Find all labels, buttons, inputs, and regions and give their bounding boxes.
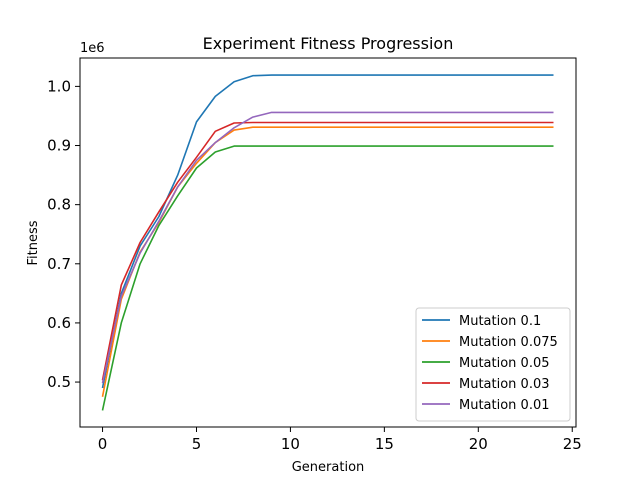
legend-label: Mutation 0.075 <box>459 335 558 350</box>
y-axis-offset-label: 1e6 <box>80 41 105 56</box>
y-axis: 0.5 0.6 0.7 0.8 0.9 1.0 <box>47 77 80 391</box>
x-tick-label: 0 <box>98 435 108 453</box>
x-tick-label: 15 <box>375 435 394 453</box>
x-tick-label: 10 <box>281 435 300 453</box>
y-tick-label: 0.9 <box>47 137 71 155</box>
series-line-3 <box>101 121 554 381</box>
legend: Mutation 0.1 Mutation 0.075 Mutation 0.05 M… <box>415 307 571 422</box>
y-tick-label: 0.8 <box>47 196 71 214</box>
y-tick-label: 0.6 <box>47 314 71 332</box>
x-tick-label: 25 <box>563 435 582 453</box>
series-line-2 <box>101 145 554 411</box>
plot-frame <box>79 57 577 428</box>
legend-box <box>415 307 571 422</box>
y-axis-label: Fitness <box>26 220 41 265</box>
x-axis: 0 5 10 15 20 25 <box>98 427 582 453</box>
series-line-4 <box>101 111 554 384</box>
series-layer <box>101 74 554 411</box>
chart-title: Experiment Fitness Progression <box>203 34 454 53</box>
legend-label: Mutation 0.03 <box>459 377 550 392</box>
x-tick-label: 5 <box>192 435 202 453</box>
y-tick-label: 0.5 <box>47 373 71 391</box>
x-tick-label: 20 <box>469 435 488 453</box>
series-line-0 <box>101 74 554 389</box>
y-tick-label: 1.0 <box>47 77 71 95</box>
legend-label: Mutation 0.01 <box>459 398 550 413</box>
x-axis-label: Generation <box>292 460 365 475</box>
legend-label: Mutation 0.1 <box>459 314 541 329</box>
y-tick-label: 0.7 <box>47 255 71 273</box>
legend-label: Mutation 0.05 <box>459 356 550 371</box>
